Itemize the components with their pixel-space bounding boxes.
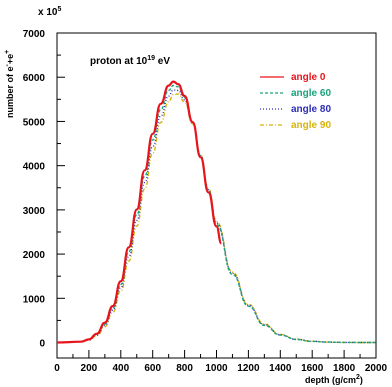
y-axis-label: number of e-+e+ (4, 50, 15, 118)
legend: angle 0 angle 60 angle 80 angle 90 (260, 72, 331, 131)
chart-annotation: proton at 1019 eV (90, 55, 170, 67)
y-tick-label: 7000 (23, 29, 46, 40)
y-tick-label: 6000 (23, 73, 46, 84)
legend-label: angle 60 (291, 88, 331, 99)
series-layer (56, 80, 376, 344)
axis-ticks: 0 200 400 600 800 1000 1200 1400 1600 1800 2000 0 10… (23, 29, 388, 374)
y-tick-label: 1000 (23, 294, 46, 305)
x-tick-label: 0 (54, 363, 60, 374)
series-line-angle-60 (56, 84, 376, 344)
y-tick-label: 2000 (23, 250, 46, 261)
x-tick-label: 200 (81, 363, 98, 374)
y-tick-label: 3000 (23, 206, 46, 217)
series-line-angle-90 (56, 93, 376, 344)
x-tick-label: 800 (176, 363, 193, 374)
x-tick-label: 400 (112, 363, 129, 374)
x-tick-label: 600 (144, 363, 161, 374)
x-tick-label: 2000 (365, 363, 388, 374)
x-tick-label: 1600 (301, 363, 324, 374)
legend-label: angle 80 (291, 104, 331, 115)
plot-frame (56, 32, 377, 359)
series-line-angle-0 (56, 80, 223, 344)
legend-label: angle 0 (291, 72, 326, 83)
x-tick-label: 1200 (237, 363, 260, 374)
y-tick-label: 0 (39, 339, 45, 350)
y-tick-label: 4000 (23, 162, 46, 173)
x-tick-label: 1400 (269, 363, 292, 374)
legend-label: angle 90 (291, 120, 331, 131)
y-multiplier: x 105 (38, 6, 61, 18)
x-tick-label: 1800 (333, 363, 356, 374)
y-tick-label: 5000 (23, 117, 46, 128)
x-axis-label: depth (g/cm2) (305, 374, 363, 385)
x-tick-label: 1000 (205, 363, 228, 374)
